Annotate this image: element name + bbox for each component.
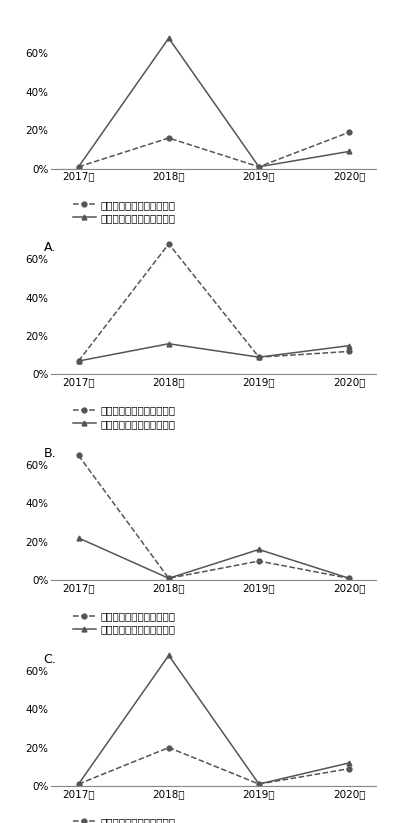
Legend: 国际重要湿地面积同比增速, 国际重要湿地数量同比增速: 国际重要湿地面积同比增速, 国际重要湿地数量同比增速 bbox=[73, 406, 175, 429]
国际重要湿地面积同比增速 bbox=[166, 133, 171, 143]
Legend: 国际重要湿地面积同比增速, 国际重要湿地数量同比增速: 国际重要湿地面积同比增速, 国际重要湿地数量同比增速 bbox=[73, 817, 175, 823]
Legend: 国际重要湿地面积同比增速, 国际重要湿地数量同比增速: 国际重要湿地面积同比增速, 国际重要湿地数量同比增速 bbox=[73, 200, 175, 223]
国际重要湿地面积同比增速 bbox=[76, 162, 81, 172]
国际重要湿地面积同比增速 bbox=[257, 779, 261, 789]
国际重要湿地面积同比增速 bbox=[347, 128, 352, 137]
国际重要湿地面积同比增速 bbox=[257, 556, 261, 566]
Line: 国际重要湿地面积同比增速: 国际重要湿地面积同比增速 bbox=[76, 453, 352, 581]
国际重要湿地面积同比增速 bbox=[347, 574, 352, 584]
国际重要湿地数量同比增速 bbox=[166, 574, 171, 584]
Line: 国际重要湿地数量同比增速: 国际重要湿地数量同比增速 bbox=[76, 35, 352, 170]
国际重要湿地数量同比增速 bbox=[257, 545, 261, 555]
国际重要湿地数量同比增速 bbox=[76, 356, 81, 366]
国际重要湿地面积同比增速 bbox=[166, 574, 171, 584]
国际重要湿地数量同比增速 bbox=[257, 352, 261, 362]
国际重要湿地面积同比增速 bbox=[76, 779, 81, 789]
Line: 国际重要湿地面积同比增速: 国际重要湿地面积同比增速 bbox=[76, 241, 352, 364]
国际重要湿地面积同比增速 bbox=[76, 450, 81, 460]
国际重要湿地数量同比增速 bbox=[76, 779, 81, 789]
Line: 国际重要湿地面积同比增速: 国际重要湿地面积同比增速 bbox=[76, 745, 352, 787]
Text: A.: A. bbox=[44, 241, 56, 254]
国际重要湿地数量同比增速 bbox=[257, 162, 261, 172]
国际重要湿地数量同比增速 bbox=[347, 146, 352, 156]
国际重要湿地面积同比增速 bbox=[166, 742, 171, 752]
国际重要湿地数量同比增速 bbox=[166, 339, 171, 349]
Legend: 国际重要湿地面积同比增速, 国际重要湿地数量同比增速: 国际重要湿地面积同比增速, 国际重要湿地数量同比增速 bbox=[73, 611, 175, 635]
Line: 国际重要湿地面积同比增速: 国际重要湿地面积同比增速 bbox=[76, 130, 352, 170]
Text: B.: B. bbox=[44, 447, 56, 460]
Line: 国际重要湿地数量同比增速: 国际重要湿地数量同比增速 bbox=[76, 653, 352, 787]
国际重要湿地数量同比增速 bbox=[76, 533, 81, 543]
国际重要湿地面积同比增速 bbox=[166, 239, 171, 249]
Line: 国际重要湿地数量同比增速: 国际重要湿地数量同比增速 bbox=[76, 342, 352, 364]
国际重要湿地面积同比增速 bbox=[257, 162, 261, 172]
国际重要湿地数量同比增速 bbox=[347, 758, 352, 768]
国际重要湿地面积同比增速 bbox=[347, 764, 352, 774]
国际重要湿地面积同比增速 bbox=[347, 346, 352, 356]
国际重要湿地数量同比增速 bbox=[347, 341, 352, 351]
Line: 国际重要湿地数量同比增速: 国际重要湿地数量同比增速 bbox=[76, 536, 352, 581]
国际重要湿地数量同比增速 bbox=[166, 650, 171, 660]
国际重要湿地面积同比增速 bbox=[257, 352, 261, 362]
国际重要湿地数量同比增速 bbox=[257, 779, 261, 789]
Text: C.: C. bbox=[44, 653, 56, 666]
国际重要湿地数量同比增速 bbox=[347, 574, 352, 584]
国际重要湿地数量同比增速 bbox=[166, 33, 171, 43]
国际重要湿地数量同比增速 bbox=[76, 162, 81, 172]
国际重要湿地面积同比增速 bbox=[76, 356, 81, 366]
